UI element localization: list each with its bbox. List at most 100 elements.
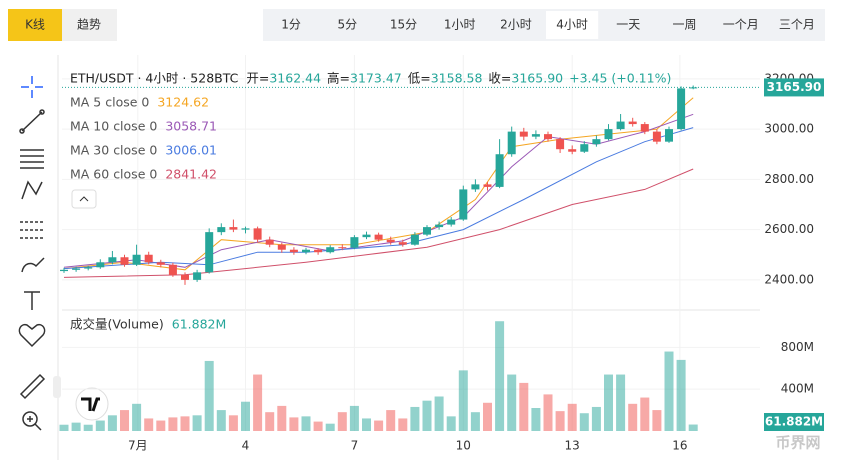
- fib-tool[interactable]: [20, 221, 44, 239]
- candle-body: [362, 234, 371, 238]
- candle-body: [314, 249, 323, 253]
- candle-body: [677, 88, 686, 130]
- candle-body: [652, 131, 661, 142]
- candle-body: [374, 234, 383, 240]
- y-tick-label: 2400.00: [764, 272, 814, 286]
- x-tick-label: 7月: [128, 439, 148, 453]
- legend-entry: MA 60 close 0: [70, 167, 157, 182]
- volume-bar: [325, 423, 335, 431]
- candle-body: [519, 131, 528, 137]
- x-tick-label: 16: [672, 439, 687, 453]
- volume-bar: [289, 417, 299, 431]
- collapse-handle[interactable]: [53, 376, 61, 398]
- volume-bar: [374, 420, 384, 431]
- candle-body: [568, 149, 577, 152]
- y-tick-label: 800M: [781, 340, 814, 354]
- volume-bar: [228, 415, 238, 431]
- volume-bar: [241, 401, 250, 431]
- zoom-tool[interactable]: [22, 411, 42, 431]
- interval-button[interactable]: 2小时: [500, 18, 532, 32]
- candle-body: [338, 247, 347, 249]
- line-tool[interactable]: [19, 109, 45, 134]
- volume-bar: [277, 405, 287, 431]
- tab[interactable]: 趋势: [77, 18, 101, 32]
- toolbar: [18, 76, 46, 431]
- interval-button[interactable]: 1小时: [444, 18, 476, 32]
- candle-body: [398, 242, 407, 245]
- volume-bar: [531, 408, 541, 431]
- candle-body: [217, 227, 226, 233]
- volume-bar: [567, 403, 577, 431]
- volume-bar: [216, 410, 226, 431]
- channel-tool[interactable]: [20, 149, 44, 169]
- interval-button[interactable]: 15分: [390, 18, 417, 32]
- volume-bar: [168, 417, 178, 431]
- y-tick-label: 400M: [781, 382, 814, 396]
- collapse-legend[interactable]: [71, 189, 97, 209]
- pattern-tool[interactable]: [21, 180, 43, 200]
- volume-bar: [144, 418, 154, 431]
- candle-body: [205, 232, 214, 273]
- volume-bar: [543, 394, 553, 431]
- volume-bar: [628, 403, 638, 431]
- candle-body: [689, 87, 698, 89]
- volume-bar: [301, 416, 311, 431]
- interval-button[interactable]: 一天: [616, 18, 640, 32]
- candle-body: [241, 228, 250, 230]
- candle-body: [72, 268, 81, 270]
- volume-bar: [688, 424, 698, 431]
- candle-body: [471, 184, 480, 190]
- interval-button[interactable]: 5分: [337, 18, 357, 32]
- interval-bar: [263, 9, 825, 41]
- candle-body: [181, 274, 189, 280]
- candle-body: [168, 264, 177, 275]
- volume-bar: [434, 396, 444, 431]
- logo-mark: [81, 397, 100, 412]
- candle-body: [120, 257, 129, 265]
- candle-body: [84, 267, 93, 269]
- volume-bar: [349, 405, 359, 431]
- volume-bar: [495, 321, 505, 431]
- interval-button[interactable]: 三个月: [779, 18, 815, 32]
- candle-body: [144, 254, 153, 263]
- candle-body: [410, 234, 419, 245]
- volume-last-box: [764, 413, 824, 431]
- volume-bar: [470, 412, 480, 431]
- volume-bar: [410, 406, 420, 431]
- measure-tool[interactable]: [19, 373, 46, 400]
- text-tool[interactable]: [24, 291, 40, 310]
- chart-title: ETH/USDT · 4小时 · 528BTC: [70, 71, 239, 86]
- ohlc-label: 低=: [408, 71, 431, 86]
- volume-bar: [616, 374, 626, 431]
- candle-body: [326, 247, 335, 253]
- ohlc-label: 开=: [246, 71, 269, 86]
- interval-button[interactable]: 1分: [281, 18, 301, 32]
- interval-button[interactable]: 4小时: [556, 18, 588, 32]
- ohlc-value: 3158.58: [431, 71, 483, 86]
- candle-body: [507, 131, 516, 155]
- candle-body: [604, 129, 613, 140]
- candle-body: [580, 144, 589, 152]
- interval-button[interactable]: 一个月: [723, 18, 759, 32]
- volume-bar: [591, 406, 601, 431]
- candle-body: [277, 244, 286, 250]
- candle-body: [156, 262, 165, 265]
- volume-bar: [253, 374, 263, 431]
- volume-bar: [107, 415, 117, 431]
- interval-button[interactable]: 一周: [672, 18, 696, 32]
- legend-value: 3006.01: [165, 143, 217, 158]
- collapse-icon: [79, 196, 89, 202]
- favorite-tool[interactable]: [18, 323, 46, 348]
- ohlc-label: 高=: [327, 71, 350, 86]
- last-price-label: 3165.90: [767, 80, 822, 94]
- volume-bar: [652, 410, 662, 431]
- brush-tool[interactable]: [21, 257, 45, 273]
- tab[interactable]: K线: [25, 18, 45, 32]
- ohlc-label: 收=: [488, 71, 511, 86]
- candle-body: [386, 239, 395, 243]
- logo: [75, 387, 109, 421]
- crosshair-tool[interactable]: [21, 76, 43, 98]
- volume-bar: [446, 416, 456, 431]
- volume-bar: [422, 400, 432, 431]
- legend-value: 3124.62: [157, 95, 209, 110]
